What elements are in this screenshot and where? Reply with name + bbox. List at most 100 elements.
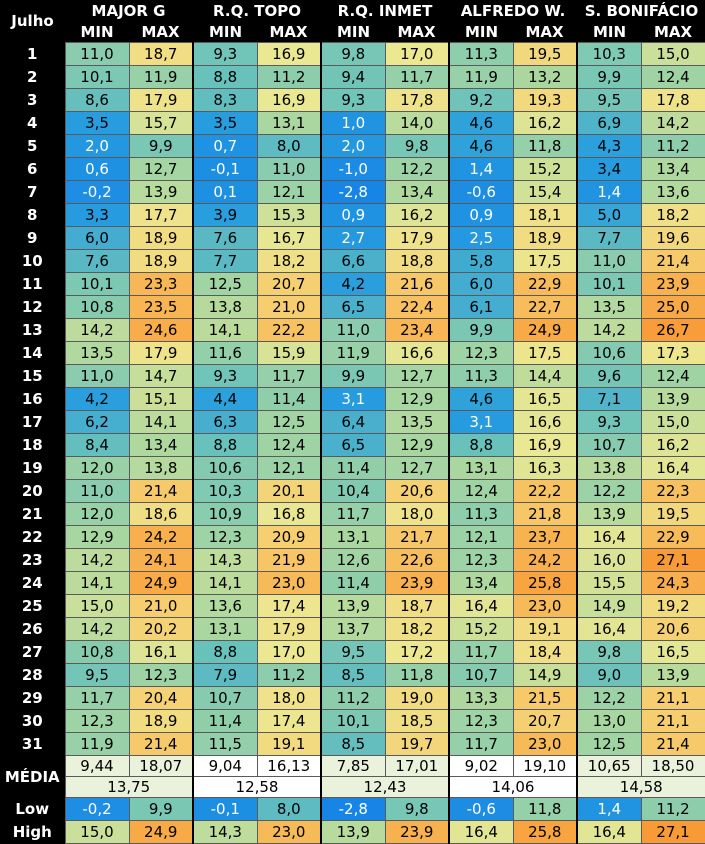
min-cell: 4,6 bbox=[448, 111, 514, 135]
max-cell: 12,7 bbox=[384, 456, 450, 480]
max-cell: 24,6 bbox=[128, 318, 194, 342]
station-header: MAJOR G bbox=[65, 0, 194, 22]
min-cell: 14,9 bbox=[576, 594, 642, 618]
min-cell: 8,4 bbox=[64, 433, 130, 457]
min-cell: 7,1 bbox=[576, 387, 642, 411]
day-label: 21 bbox=[0, 502, 65, 526]
max-cell: 12,5 bbox=[256, 410, 322, 434]
min-cell: 4,2 bbox=[320, 272, 386, 296]
min-cell: 13,9 bbox=[320, 594, 386, 618]
min-cell: 7,7 bbox=[576, 226, 642, 250]
min-cell: 0,1 bbox=[192, 180, 258, 204]
max-cell: 20,9 bbox=[256, 525, 322, 549]
min-cell: 14,2 bbox=[64, 617, 130, 641]
table-row: 13 14,2 24,6 14,1 22,2 11,0 23,4 9,9 24,9 14,2 26,… bbox=[0, 318, 705, 342]
min-cell: 11,3 bbox=[448, 364, 514, 388]
table-row: 19 12,0 13,8 10,6 12,1 11,4 12,7 13,1 16,3 13,8 16… bbox=[0, 456, 705, 480]
min-cell: 11,7 bbox=[64, 686, 130, 710]
max-cell: 17,8 bbox=[384, 88, 450, 112]
min-cell: 8,8 bbox=[192, 433, 258, 457]
max-cell: 20,6 bbox=[384, 479, 450, 503]
max-cell: 12,7 bbox=[128, 157, 194, 181]
min-cell: 11,3 bbox=[448, 42, 514, 66]
max-cell: 17,9 bbox=[384, 226, 450, 250]
min-cell: 5,0 bbox=[576, 203, 642, 227]
day-label: 30 bbox=[0, 709, 65, 733]
low-row: Low -0,2 9,9 -0,1 8,0 -2,8 9,8 -0,6 11,8 1,4 11,2 bbox=[0, 797, 705, 821]
min-cell: 3,3 bbox=[64, 203, 130, 227]
min-cell: -0,1 bbox=[192, 157, 258, 181]
min-cell: 11,5 bbox=[192, 732, 258, 756]
min-cell: 9,9 bbox=[448, 318, 514, 342]
low-label: Low bbox=[0, 797, 65, 821]
max-cell: 18,0 bbox=[256, 686, 322, 710]
media-overall: 12,58 bbox=[192, 776, 322, 798]
max-cell: 17,5 bbox=[512, 249, 578, 273]
max-cell: 16,9 bbox=[256, 88, 322, 112]
day-label: 15 bbox=[0, 364, 65, 388]
min-cell: 9,2 bbox=[448, 88, 514, 112]
media-value: 9,44 bbox=[64, 755, 130, 777]
min-cell: 11,0 bbox=[320, 318, 386, 342]
min-cell: 3,1 bbox=[320, 387, 386, 411]
max-cell: 14,9 bbox=[512, 663, 578, 687]
media-label: MÉDIA bbox=[0, 755, 65, 798]
min-cell: 9,3 bbox=[320, 88, 386, 112]
min-cell: 6,2 bbox=[64, 410, 130, 434]
max-cell: 11,7 bbox=[384, 65, 450, 89]
max-cell: 23,7 bbox=[512, 525, 578, 549]
min-cell: 3,5 bbox=[192, 111, 258, 135]
max-cell: 23,9 bbox=[640, 272, 705, 296]
max-cell: 16,6 bbox=[512, 410, 578, 434]
station-header: R.Q. TOPO bbox=[192, 0, 322, 22]
max-cell: 21,7 bbox=[384, 525, 450, 549]
max-cell: 17,9 bbox=[128, 341, 194, 365]
min-cell: 9,9 bbox=[576, 65, 642, 89]
media-value: 16,13 bbox=[256, 755, 322, 777]
min-cell: 8,3 bbox=[192, 88, 258, 112]
max-cell: 11,8 bbox=[512, 797, 578, 821]
max-cell: 21,5 bbox=[512, 686, 578, 710]
day-label: 7 bbox=[0, 180, 65, 204]
min-cell: 12,5 bbox=[192, 272, 258, 296]
min-cell: 2,5 bbox=[448, 226, 514, 250]
day-label: 28 bbox=[0, 663, 65, 687]
max-cell: 18,2 bbox=[640, 203, 705, 227]
max-cell: 11,7 bbox=[256, 364, 322, 388]
max-cell: 11,2 bbox=[640, 134, 705, 158]
max-cell: 9,9 bbox=[128, 134, 194, 158]
min-cell: 13,5 bbox=[576, 295, 642, 319]
max-cell: 21,4 bbox=[128, 732, 194, 756]
min-cell: 5,8 bbox=[448, 249, 514, 273]
min-header: MIN bbox=[320, 22, 386, 43]
media-overall: 12,43 bbox=[320, 776, 450, 798]
max-cell: 23,0 bbox=[256, 571, 322, 595]
max-cell: 19,3 bbox=[512, 88, 578, 112]
day-label: 8 bbox=[0, 203, 65, 227]
max-cell: 23,3 bbox=[128, 272, 194, 296]
max-cell: 16,9 bbox=[256, 42, 322, 66]
min-cell: 6,3 bbox=[192, 410, 258, 434]
min-cell: 9,3 bbox=[192, 364, 258, 388]
max-cell: 15,1 bbox=[128, 387, 194, 411]
min-cell: 16,4 bbox=[576, 820, 642, 844]
max-cell: 15,0 bbox=[640, 42, 705, 66]
max-cell: 18,9 bbox=[128, 226, 194, 250]
max-cell: 22,2 bbox=[512, 479, 578, 503]
min-cell: 11,6 bbox=[192, 341, 258, 365]
max-cell: 19,2 bbox=[640, 594, 705, 618]
min-cell: 11,4 bbox=[320, 456, 386, 480]
max-cell: 13,5 bbox=[384, 410, 450, 434]
min-cell: 8,5 bbox=[320, 663, 386, 687]
min-cell: 13,9 bbox=[576, 502, 642, 526]
max-cell: 21,4 bbox=[640, 732, 705, 756]
min-cell: 10,1 bbox=[320, 709, 386, 733]
max-cell: 23,5 bbox=[128, 295, 194, 319]
max-cell: 27,1 bbox=[640, 820, 705, 844]
media-value: 7,85 bbox=[320, 755, 386, 777]
table-row: 21 12,0 18,6 10,9 16,8 11,7 18,0 11,3 21,8 13,9 19… bbox=[0, 502, 705, 526]
day-label: 10 bbox=[0, 249, 65, 273]
max-cell: 25,0 bbox=[640, 295, 705, 319]
max-cell: 9,8 bbox=[384, 797, 450, 821]
min-cell: 3,1 bbox=[448, 410, 514, 434]
